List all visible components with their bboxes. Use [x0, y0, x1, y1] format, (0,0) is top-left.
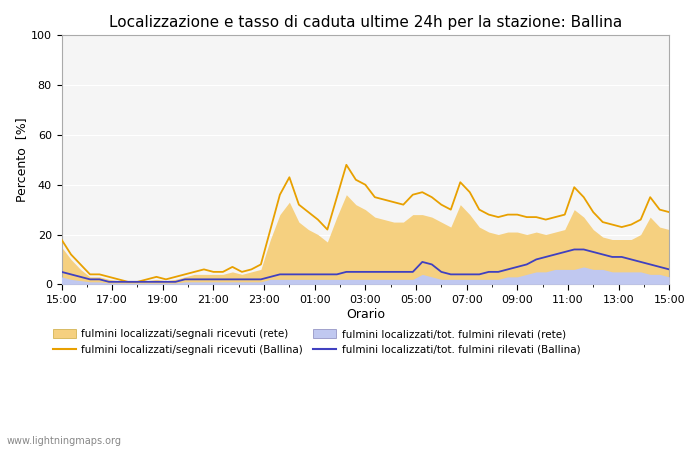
Text: www.lightningmaps.org: www.lightningmaps.org: [7, 436, 122, 446]
Y-axis label: Percento  [%]: Percento [%]: [15, 117, 28, 202]
X-axis label: Orario: Orario: [346, 307, 385, 320]
Title: Localizzazione e tasso di caduta ultime 24h per la stazione: Ballina: Localizzazione e tasso di caduta ultime …: [108, 15, 622, 30]
Legend: fulmini localizzati/segnali ricevuti (rete), fulmini localizzati/segnali ricevut: fulmini localizzati/segnali ricevuti (re…: [49, 325, 584, 359]
